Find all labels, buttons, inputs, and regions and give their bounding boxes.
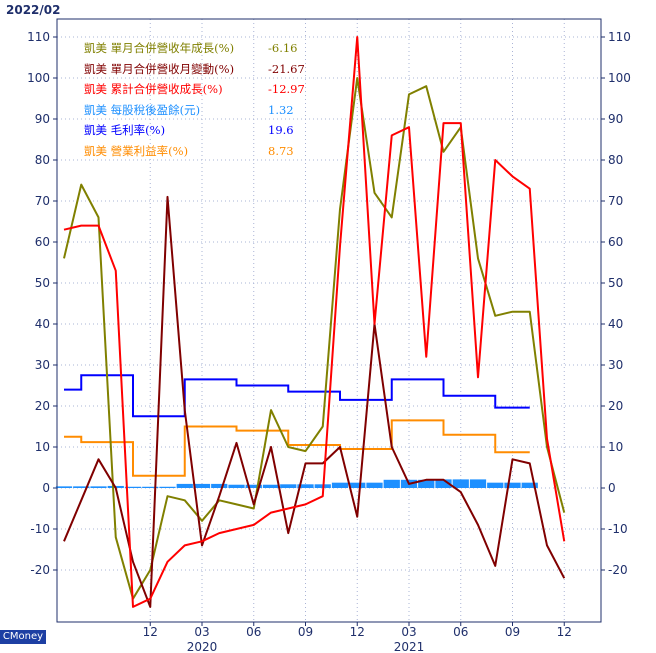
eps-bar xyxy=(176,483,193,488)
legend: 凱美 單月合併營收年成長(%) -6.16 凱美 單月合併營收月變動(%) -2… xyxy=(84,38,305,161)
legend-item-operating-margin: 凱美 營業利益率(%) 8.73 xyxy=(84,141,305,162)
y-tick-label-left: 70 xyxy=(35,194,50,208)
date-label: 2022/02 xyxy=(6,3,61,17)
x-tick-label: 03 xyxy=(194,625,209,639)
x-tick-label: 12 xyxy=(350,625,365,639)
legend-label: 凱美 每股稅後盈餘(元) xyxy=(84,102,201,117)
eps-bar xyxy=(90,486,107,488)
legend-label: 凱美 累計合併營收成長(%) xyxy=(84,82,223,96)
eps-bar xyxy=(245,484,262,488)
y-tick-label-right: -10 xyxy=(608,522,628,536)
y-tick-label-left: 40 xyxy=(35,317,50,331)
eps-bar xyxy=(193,483,211,488)
y-tick-label-left: 50 xyxy=(35,276,50,290)
eps-bar xyxy=(280,484,297,488)
y-tick-label-left: -10 xyxy=(30,522,50,536)
y-tick-label-left: 10 xyxy=(35,440,50,454)
y-tick-label-left: 60 xyxy=(35,235,50,249)
legend-value: 8.73 xyxy=(268,143,294,158)
legend-item-gross-margin: 凱美 毛利率(%) 19.6 xyxy=(84,120,305,141)
legend-item-cumulative: 凱美 累計合併營收成長(%) -12.97 xyxy=(84,79,305,100)
x-tick-label: 06 xyxy=(246,625,261,639)
y-tick-label-left: 90 xyxy=(35,112,50,126)
x-tick-label: 06 xyxy=(453,625,468,639)
y-tick-label-right: 70 xyxy=(608,194,623,208)
y-tick-label-right: -20 xyxy=(608,563,628,577)
y-tick-label-left: 100 xyxy=(27,71,50,85)
eps-bar xyxy=(366,482,383,488)
eps-bar xyxy=(55,486,73,488)
legend-item-mom: 凱美 單月合併營收月變動(%) -21.67 xyxy=(84,59,305,80)
eps-bar xyxy=(469,479,487,488)
eps-bar xyxy=(124,486,142,488)
eps-bar xyxy=(504,482,521,488)
y-tick-label-right: 110 xyxy=(608,30,631,44)
y-tick-label-right: 100 xyxy=(608,71,631,85)
legend-value: -6.16 xyxy=(268,41,298,55)
y-tick-label-left: 80 xyxy=(35,153,50,167)
y-tick-label-right: 80 xyxy=(608,153,623,167)
eps-bar xyxy=(73,486,90,488)
x-tick-label: 09 xyxy=(298,625,313,639)
y-tick-label-right: 50 xyxy=(608,276,623,290)
y-tick-label-left: -20 xyxy=(30,563,50,577)
y-tick-label-left: 30 xyxy=(35,358,50,372)
y-tick-label-left: 110 xyxy=(27,30,50,44)
eps-bar xyxy=(262,484,280,488)
y-tick-label-right: 10 xyxy=(608,440,623,454)
eps-bar xyxy=(228,484,245,488)
eps-bar xyxy=(349,482,366,488)
legend-value: 19.6 xyxy=(268,123,294,137)
legend-value: -21.67 xyxy=(268,61,305,76)
legend-label: 凱美 毛利率(%) xyxy=(84,123,166,137)
legend-value: 1.32 xyxy=(268,102,294,117)
legend-label: 凱美 營業利益率(%) xyxy=(84,143,189,158)
y-tick-label-right: 40 xyxy=(608,317,623,331)
eps-bar xyxy=(297,484,314,488)
watermark-badge: CMoney xyxy=(0,630,46,644)
y-tick-label-right: 20 xyxy=(608,399,623,413)
y-tick-label-left: 0 xyxy=(42,481,50,495)
eps-bar xyxy=(418,479,435,488)
eps-bar xyxy=(142,486,159,488)
cumulative-growth-line xyxy=(63,36,566,608)
eps-bar xyxy=(521,482,538,488)
eps-bar xyxy=(159,486,176,488)
legend-label: 凱美 單月合併營收月變動(%) xyxy=(84,61,235,76)
y-tick-label-left: 20 xyxy=(35,399,50,413)
legend-value: -12.97 xyxy=(268,82,305,96)
y-tick-label-right: 0 xyxy=(608,481,616,495)
x-year-label: 2021 xyxy=(394,640,425,653)
eps-bar xyxy=(211,483,228,488)
y-tick-label-right: 60 xyxy=(608,235,623,249)
yoy-growth-line xyxy=(63,77,566,600)
legend-label: 凱美 單月合併營收年成長(%) xyxy=(84,41,235,55)
eps-bar xyxy=(452,479,469,488)
legend-item-yoy: 凱美 單月合併營收年成長(%) -6.16 xyxy=(84,38,305,59)
eps-bar xyxy=(435,479,452,488)
x-tick-label: 12 xyxy=(143,625,158,639)
eps-bar xyxy=(331,482,349,488)
legend-item-eps: 凱美 每股稅後盈餘(元) 1.32 xyxy=(84,100,305,121)
y-tick-label-right: 30 xyxy=(608,358,623,372)
y-tick-label-right: 90 xyxy=(608,112,623,126)
x-tick-label: 09 xyxy=(505,625,520,639)
x-year-label: 2020 xyxy=(187,640,218,653)
gross-margin-line xyxy=(64,374,530,418)
x-tick-label: 03 xyxy=(401,625,416,639)
x-tick-label: 12 xyxy=(557,625,572,639)
plot-border xyxy=(56,18,602,623)
eps-bar xyxy=(383,479,400,488)
eps-bar xyxy=(487,482,504,488)
